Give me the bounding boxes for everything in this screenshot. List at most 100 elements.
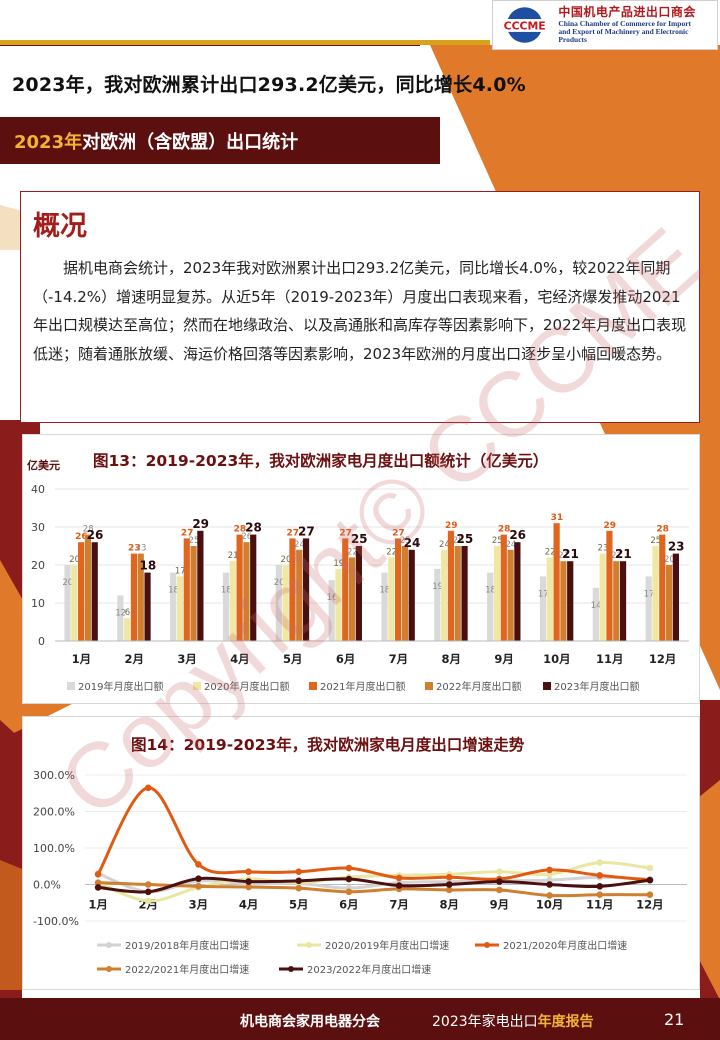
series-point bbox=[245, 868, 252, 876]
legend-label: 2023年月度出口额 bbox=[554, 680, 639, 693]
bar bbox=[454, 546, 461, 641]
series-point bbox=[546, 866, 553, 874]
bar bbox=[71, 565, 78, 641]
bar-data-label: 22 bbox=[545, 547, 556, 557]
bar-data-label: 25 bbox=[453, 536, 464, 546]
series-point bbox=[245, 883, 252, 891]
series-point bbox=[646, 891, 654, 899]
bar bbox=[243, 542, 250, 641]
x-tick-label: 3月 bbox=[189, 898, 209, 912]
bar-data-label: 25 bbox=[492, 536, 503, 546]
top-rule bbox=[0, 40, 490, 45]
y-axis-unit: 亿美元 bbox=[27, 458, 60, 472]
y-tick-label: 300.0% bbox=[33, 769, 75, 782]
bar bbox=[381, 572, 388, 641]
bar bbox=[348, 557, 356, 641]
series-point bbox=[195, 883, 202, 890]
bar-data-label: 24 bbox=[505, 540, 516, 550]
y-tick-label: 20 bbox=[31, 559, 45, 572]
section-banner: 2023年 对欧洲（含欧盟）出口统计 bbox=[0, 117, 440, 164]
x-tick-label: 2月 bbox=[124, 652, 144, 666]
x-tick-label: 8月 bbox=[439, 898, 459, 912]
bar bbox=[560, 561, 567, 641]
overview-title: 概况 bbox=[33, 211, 87, 242]
logo-chinese-name: 中国机电产品进出口商会 bbox=[558, 4, 696, 19]
section-title: 对欧洲（含欧盟）出口统计 bbox=[82, 131, 299, 153]
bar-data-label: 16 bbox=[327, 593, 338, 603]
x-tick-label: 9月 bbox=[490, 898, 510, 912]
bar-data-label: 21 bbox=[558, 551, 569, 561]
series-point bbox=[496, 886, 503, 894]
bar-data-label: 21 bbox=[611, 551, 622, 561]
bar-chart-title: 图13：2019-2023年，我对欧洲家电月度出口额统计（亿美元） bbox=[93, 452, 549, 470]
legend-marker bbox=[306, 942, 312, 948]
bar bbox=[514, 542, 521, 641]
bar-data-label: 6 bbox=[125, 608, 130, 618]
bar-data-label: 28 bbox=[83, 525, 94, 535]
logo-letters: CCCME bbox=[504, 19, 546, 32]
series-point bbox=[395, 882, 403, 889]
series-point bbox=[546, 892, 553, 899]
bar bbox=[553, 523, 560, 641]
bar bbox=[493, 546, 501, 641]
legend-label: 2022/2021年月度出口增速 bbox=[125, 963, 249, 976]
series-point bbox=[445, 886, 453, 894]
bar bbox=[289, 538, 296, 641]
y-tick-label: 200.0% bbox=[33, 806, 75, 819]
bar-data-label: 17 bbox=[175, 566, 186, 576]
legend-marker bbox=[106, 966, 112, 972]
bar-data-label: 25 bbox=[456, 532, 473, 546]
bar bbox=[275, 565, 282, 641]
bar-data-label: 27 bbox=[339, 528, 352, 538]
series-line bbox=[97, 861, 651, 903]
bar-data-label: 26 bbox=[75, 532, 88, 542]
bar-data-label: 21 bbox=[228, 551, 239, 561]
series-point bbox=[496, 868, 503, 876]
series-point bbox=[94, 879, 102, 886]
bar-data-label: 25 bbox=[351, 532, 368, 546]
legend-label: 2023/2022年月度出口增速 bbox=[307, 963, 431, 976]
bar-data-label: 19 bbox=[432, 582, 443, 592]
bar bbox=[335, 568, 342, 641]
x-tick-label: 7月 bbox=[389, 652, 409, 666]
legend-swatch bbox=[67, 682, 75, 690]
bar-data-label: 23 bbox=[128, 544, 141, 554]
bar-data-label: 29 bbox=[445, 521, 458, 531]
bar bbox=[599, 553, 606, 641]
x-tick-label: 9月 bbox=[494, 652, 514, 666]
x-tick-label: 1月 bbox=[88, 898, 108, 912]
bar-data-label: 24 bbox=[404, 536, 421, 550]
bar-data-label: 18 bbox=[168, 586, 179, 596]
series-point bbox=[596, 883, 604, 890]
legend-label: 2020/2019年月度出口增速 bbox=[325, 939, 449, 952]
bar-data-label: 20 bbox=[274, 578, 285, 588]
series-line bbox=[98, 881, 650, 898]
legend-swatch bbox=[193, 682, 201, 690]
bar bbox=[606, 530, 613, 641]
page-footer: 机电商会家用电器分会 2023年家电出口年度报告 21 bbox=[0, 998, 720, 1040]
bar bbox=[144, 572, 151, 641]
line-chart-title: 图14：2019-2023年，我对欧洲家电月度出口增速走势 bbox=[131, 736, 525, 754]
bar bbox=[64, 565, 71, 641]
series-point bbox=[646, 876, 654, 884]
x-tick-label: 6月 bbox=[336, 652, 356, 666]
y-tick-label: 100.0% bbox=[33, 842, 75, 855]
bar bbox=[461, 546, 468, 641]
bar-data-label: 19 bbox=[333, 559, 344, 569]
series-point bbox=[295, 868, 303, 876]
bar-data-label: 26 bbox=[509, 528, 526, 542]
line-chart: 300.0%200.0%100.0%0.0%-100.0%1月 2月 3月 4月 5月 6… bbox=[33, 769, 687, 976]
bar bbox=[619, 561, 627, 641]
bar-data-label: 25 bbox=[650, 536, 661, 546]
y-tick-label: 40 bbox=[31, 483, 45, 496]
series-point bbox=[345, 875, 353, 883]
x-tick-label: 10月 bbox=[543, 652, 571, 666]
bar bbox=[342, 538, 349, 641]
bar bbox=[250, 534, 257, 641]
series-point bbox=[295, 884, 303, 892]
x-tick-label: 11月 bbox=[596, 652, 624, 666]
bar-data-label: 20 bbox=[62, 578, 73, 588]
x-tick-label: 6月 bbox=[339, 898, 359, 912]
x-tick-label: 4月 bbox=[239, 898, 259, 912]
x-tick-label: 5月 bbox=[289, 898, 309, 912]
